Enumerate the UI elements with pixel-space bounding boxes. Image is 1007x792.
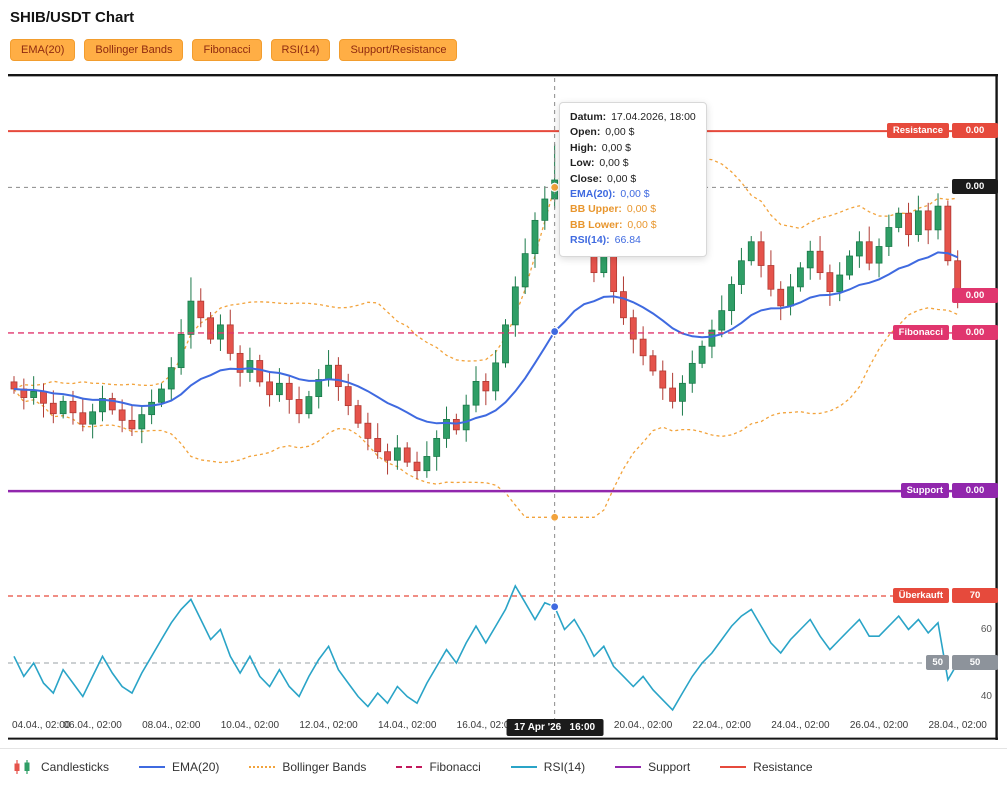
bollinger-bands-line-icon (249, 766, 276, 768)
rsi-14-line-icon (510, 766, 537, 768)
chart-canvas[interactable] (8, 74, 998, 740)
legend-label: Resistance (753, 760, 813, 774)
page-title: SHIB/USDT Chart (10, 9, 135, 26)
legend-label: EMA(20) (172, 760, 220, 774)
legend-item-ema-20[interactable]: EMA(20) (139, 760, 219, 774)
chart-tooltip: Datum: 17.04.2026, 18:00 Open: 0,00 $ High… (559, 102, 707, 257)
indicator-pill-rsi-14[interactable]: RSI(14) (270, 39, 331, 61)
indicator-pill-support-resistance[interactable]: Support/Resistance (339, 39, 458, 61)
tooltip-row-open: Open: 0,00 $ (570, 126, 635, 139)
legend-item-fibonacci[interactable]: Fibonacci (396, 760, 481, 774)
legend-label: Candlesticks (41, 760, 110, 774)
tooltip-row-ema-20: EMA(20): 0,00 $ (570, 188, 650, 201)
legend-item-bollinger-bands[interactable]: Bollinger Bands (249, 760, 366, 774)
legend-label: Fibonacci (429, 760, 481, 774)
legend-label: Support (648, 760, 691, 774)
tooltip-row-low: Low: 0,00 $ (570, 157, 629, 170)
tooltip-row-rsi-14: RSI(14): 66.84 (570, 234, 641, 247)
legend-item-resistance[interactable]: Resistance (720, 760, 813, 774)
legend-label: RSI(14) (543, 760, 586, 774)
legend-item-rsi-14[interactable]: RSI(14) (510, 760, 586, 774)
candlesticks-icon (14, 760, 30, 774)
indicator-pill-bollinger-bands[interactable]: Bollinger Bands (84, 39, 184, 61)
support-line-icon (615, 766, 642, 768)
tooltip-row-close: Close: 0,00 $ (570, 172, 637, 185)
chart-area: Resistance 0.00 0.00 0.00 Fibonacci 0.00 Suppo… (8, 74, 998, 740)
legend: Candlesticks EMA(20) Bollinger Bands Fibona… (0, 748, 1007, 785)
indicator-pill-fibonacci[interactable]: Fibonacci (192, 39, 262, 61)
indicator-pill-ema-20[interactable]: EMA(20) (10, 39, 76, 61)
ema-20-line-icon (139, 766, 166, 768)
tooltip-row-bb-lower: BB Lower: 0,00 $ (570, 218, 657, 231)
tooltip-row-bb-upper: BB Upper: 0,00 $ (570, 203, 657, 216)
legend-item-candlesticks[interactable]: Candlesticks (12, 759, 109, 775)
indicator-toggle-bar: EMA(20) Bollinger Bands Fibonacci RSI(14) Su… (10, 39, 458, 61)
legend-label: Bollinger Bands (282, 760, 367, 774)
crosshair-time-badge: 17 Apr '26 16:00 (506, 719, 604, 736)
legend-item-support[interactable]: Support (615, 760, 690, 774)
tooltip-row-datum: Datum: 17.04.2026, 18:00 (570, 111, 696, 123)
tooltip-row-high: High: 0,00 $ (570, 141, 631, 154)
resistance-line-icon (720, 766, 747, 768)
fibonacci-line-icon (396, 766, 423, 768)
